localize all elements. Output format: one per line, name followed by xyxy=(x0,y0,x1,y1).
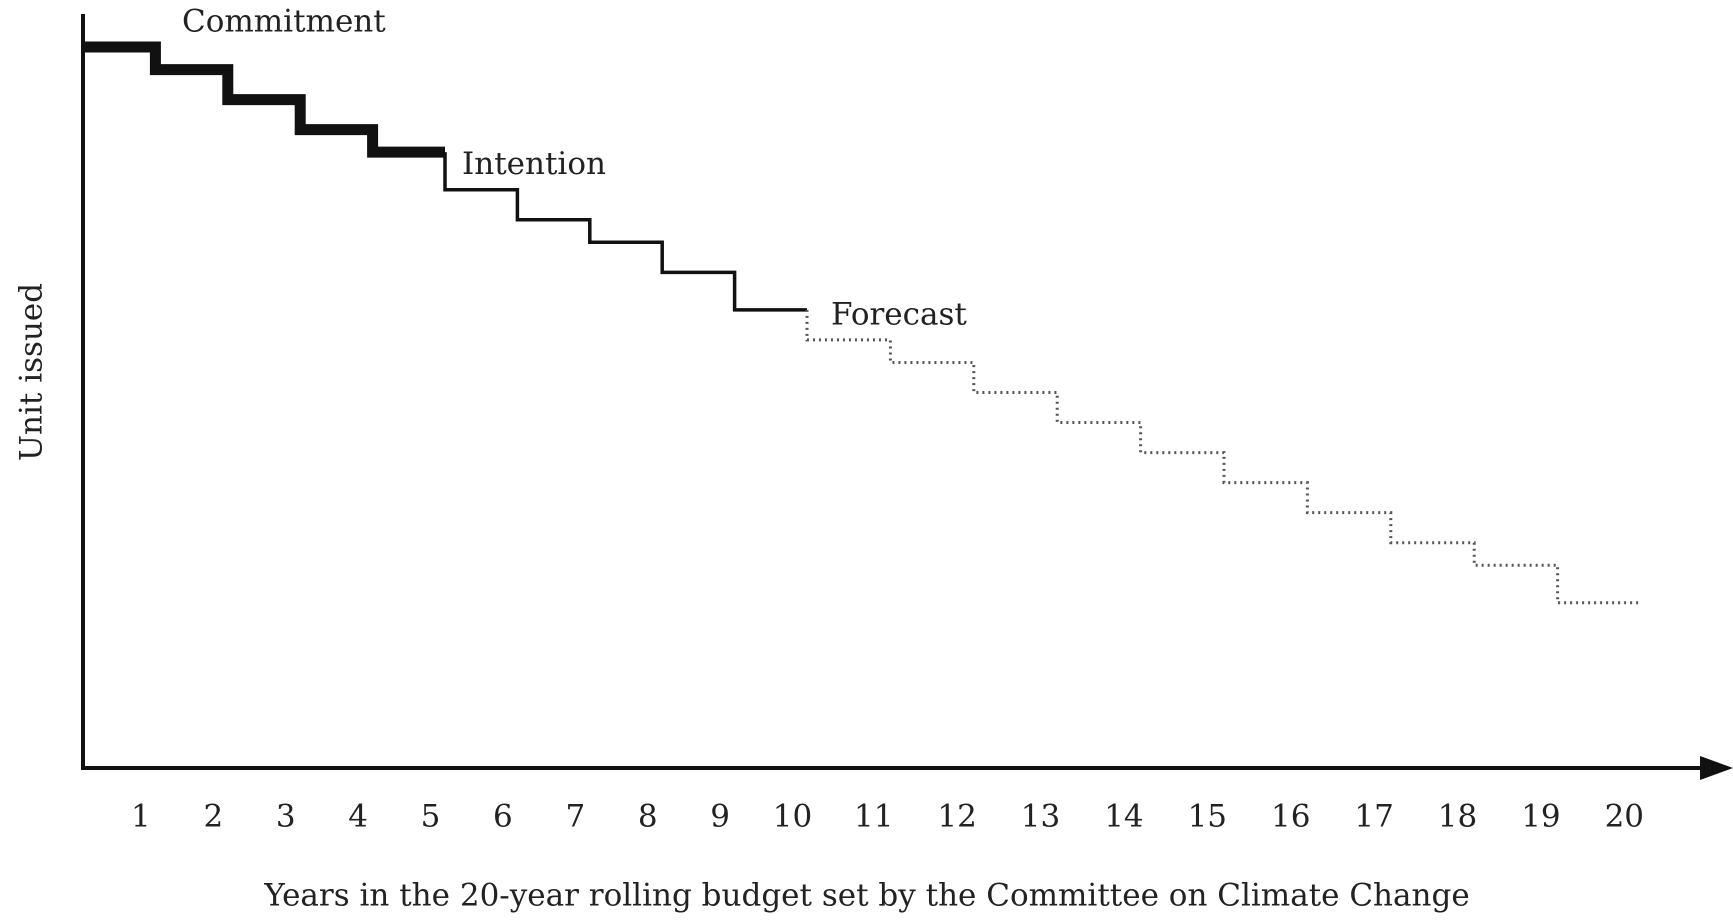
x-tick-label: 10 xyxy=(773,799,812,835)
x-tick-label: 11 xyxy=(854,799,893,835)
x-tick-label: 7 xyxy=(565,799,585,835)
x-tick-label: 19 xyxy=(1521,799,1560,835)
x-axis-arrow xyxy=(1700,756,1733,780)
x-tick-label: 12 xyxy=(937,799,976,835)
x-tick-label: 14 xyxy=(1104,799,1143,835)
step-line xyxy=(83,41,445,158)
x-axis-title: Years in the 20-year rolling budget set … xyxy=(263,878,1469,914)
x-tick-label: 1 xyxy=(131,799,151,835)
series-label: Commitment xyxy=(182,4,386,40)
x-tick-label: 20 xyxy=(1605,799,1644,835)
x-tick-label: 3 xyxy=(276,799,296,835)
x-tick-label: 2 xyxy=(203,799,223,835)
x-tick-label: 4 xyxy=(348,799,368,835)
x-tick-label: 17 xyxy=(1354,799,1393,835)
x-tick-label: 8 xyxy=(638,799,658,835)
y-axis-title: Unit issued xyxy=(14,283,50,461)
x-tick-label: 9 xyxy=(710,799,730,835)
x-tick-label: 16 xyxy=(1271,799,1310,835)
x-tick-label: 18 xyxy=(1438,799,1477,835)
x-tick-label: 5 xyxy=(421,799,441,835)
x-tick-label: 15 xyxy=(1188,799,1227,835)
x-tick-label: 6 xyxy=(493,799,513,835)
step-line xyxy=(443,152,807,312)
step-line xyxy=(805,309,1641,605)
x-tick-label: 13 xyxy=(1021,799,1060,835)
series-label: Forecast xyxy=(831,296,967,332)
series-label: Intention xyxy=(462,146,606,182)
